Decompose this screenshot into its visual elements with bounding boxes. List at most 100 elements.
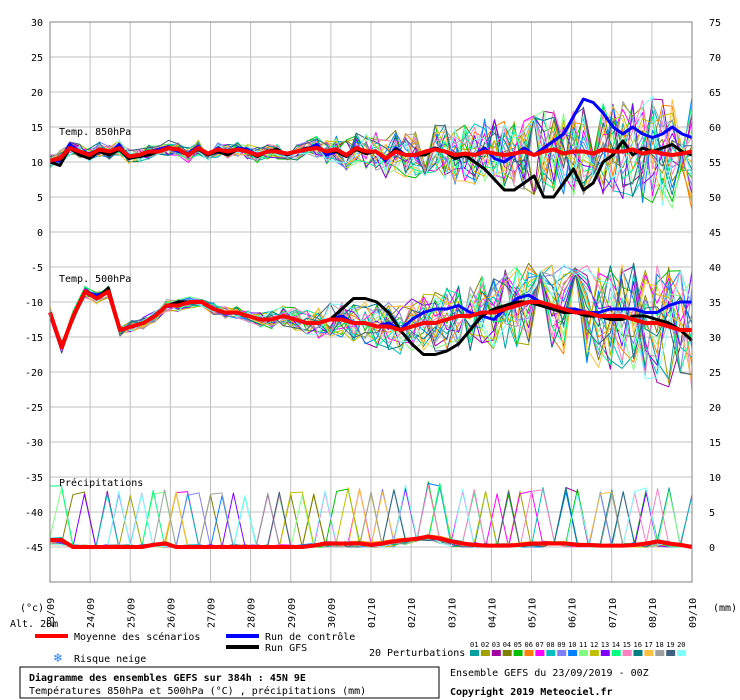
- left-tick-label: -25: [25, 403, 43, 414]
- perturbation-id: 18: [655, 641, 663, 649]
- date-tick-label: 04/10: [487, 598, 498, 628]
- mean-t850-line: [49, 146, 693, 163]
- axes: 302520151050-5-10-15-20-25-30-35-40-4575…: [25, 18, 721, 628]
- perturbation-id: 14: [612, 641, 620, 649]
- left-tick-label: -20: [25, 368, 43, 379]
- date-tick-label: 25/09: [126, 598, 137, 628]
- caption-box: [19, 666, 440, 699]
- date-tick-label: 05/10: [528, 598, 539, 628]
- left-tick-label: -35: [25, 473, 43, 484]
- date-tick-label: 29/09: [287, 598, 298, 628]
- perturbation-swatch: [513, 650, 523, 656]
- left-tick-label: 0: [37, 228, 43, 239]
- left-tick-label: -15: [25, 333, 43, 344]
- perturbation-swatch: [644, 650, 654, 656]
- right-tick-label: 0: [709, 543, 715, 554]
- left-tick-label: 20: [31, 88, 43, 99]
- right-tick-label: 60: [709, 123, 721, 134]
- date-tick-label: 30/09: [327, 598, 338, 628]
- perturbation-swatch: [611, 650, 621, 656]
- perturbation-swatch: [568, 650, 578, 656]
- date-tick-label: 03/10: [447, 598, 458, 628]
- left-tick-label: 30: [31, 18, 43, 29]
- left-tick-label: -10: [25, 298, 43, 309]
- perturbation-swatch: [480, 650, 490, 656]
- right-tick-label: 25: [709, 368, 721, 379]
- alt-label: Alt. 20m: [10, 619, 58, 630]
- perturbation-id: 03: [492, 641, 500, 649]
- panel-title-t850: Temp. 850hPa: [59, 127, 131, 138]
- right-tick-label: 40: [709, 263, 721, 274]
- left-tick-label: 5: [37, 193, 43, 204]
- date-tick-label: 23/09: [46, 598, 57, 628]
- mean-t500-line: [48, 289, 692, 350]
- perturbation-t850: [49, 107, 693, 193]
- perturbation-id: 19: [666, 641, 674, 649]
- date-tick-label: 01/10: [367, 598, 378, 628]
- right-tick-label: 45: [709, 228, 721, 239]
- perturbation-swatch: [546, 650, 556, 656]
- perturbation-id: 17: [644, 641, 652, 649]
- perturbation-t500: [49, 263, 693, 380]
- caption-title: Diagramme des ensembles GEFS sur 384h : …: [29, 672, 306, 684]
- run-info: Ensemble GEFS du 23/09/2019 - 00Z: [450, 668, 649, 679]
- perturbation-swatch: [633, 650, 643, 656]
- caption-subtitle: Températures 850hPa et 500hPa (°C) , pré…: [29, 685, 366, 697]
- right-tick-label: 70: [709, 53, 721, 64]
- mean-precip-line: [50, 534, 693, 549]
- left-tick-label: 10: [31, 158, 43, 169]
- perturbation-id: 15: [623, 641, 631, 649]
- perturbation-id: 09: [557, 641, 565, 649]
- perturbation-id: 13: [601, 641, 609, 649]
- perturbation-id: 01: [470, 641, 478, 649]
- perturbation-swatch: [579, 650, 588, 656]
- left-tick-label: -5: [31, 263, 43, 274]
- perturbation-id: 02: [481, 641, 489, 649]
- copyright: Copyright 2019 Meteociel.fr: [450, 686, 613, 698]
- perturbation-id: 16: [634, 641, 642, 649]
- date-tick-label: 06/10: [568, 598, 579, 628]
- perturbation-swatch: [666, 650, 676, 656]
- plot-frame: [49, 21, 693, 583]
- perturbation-id: 05: [514, 641, 522, 649]
- perturbation-swatch: [524, 650, 534, 656]
- panel-title-t500: Temp. 500hPa: [59, 274, 131, 285]
- perturbation-swatch: [622, 650, 632, 656]
- right-tick-label: 10: [709, 473, 721, 484]
- right-tick-label: 5: [709, 508, 715, 519]
- left-tick-label: 15: [31, 123, 43, 134]
- right-tick-label: 55: [709, 158, 721, 169]
- legend-snow: Risque neige: [74, 654, 146, 665]
- perturbation-id: 08: [546, 641, 554, 649]
- legend-perturbations: 20 Perturbations: [369, 648, 465, 659]
- date-tick-label: 08/10: [648, 598, 659, 628]
- perturbation-id: 10: [568, 641, 576, 649]
- perturbation-swatch: [470, 650, 479, 656]
- date-tick-label: 07/10: [608, 598, 619, 628]
- right-axis-title: (mm): [713, 603, 737, 614]
- main-series: [48, 97, 694, 549]
- date-tick-label: 09/10: [688, 598, 699, 628]
- perturbation-swatch: [502, 650, 512, 656]
- perturbation-t850: [49, 110, 693, 209]
- date-tick-label: 28/09: [247, 598, 258, 628]
- perturbation-swatch: [589, 650, 599, 656]
- perturbation-id: 04: [503, 641, 511, 649]
- right-tick-label: 30: [709, 333, 721, 344]
- perturbation-swatch: [655, 650, 665, 656]
- legend-control: Run de contrôle: [265, 631, 355, 643]
- perturbation-id: 12: [590, 641, 598, 649]
- snowflake-icon: ❄: [53, 651, 63, 665]
- legend-gfs: Run GFS: [265, 643, 307, 654]
- panel-title-precip: Précipitations: [59, 477, 143, 489]
- date-tick-label: 24/09: [86, 598, 97, 628]
- right-tick-label: 15: [709, 438, 721, 449]
- perturbation-swatch: [600, 650, 610, 656]
- date-tick-label: 27/09: [207, 598, 218, 628]
- left-tick-label: 25: [31, 53, 43, 64]
- grid: [49, 21, 693, 582]
- right-tick-label: 65: [709, 88, 721, 99]
- perturbation-swatch: [535, 650, 545, 656]
- left-tick-label: -45: [25, 543, 43, 554]
